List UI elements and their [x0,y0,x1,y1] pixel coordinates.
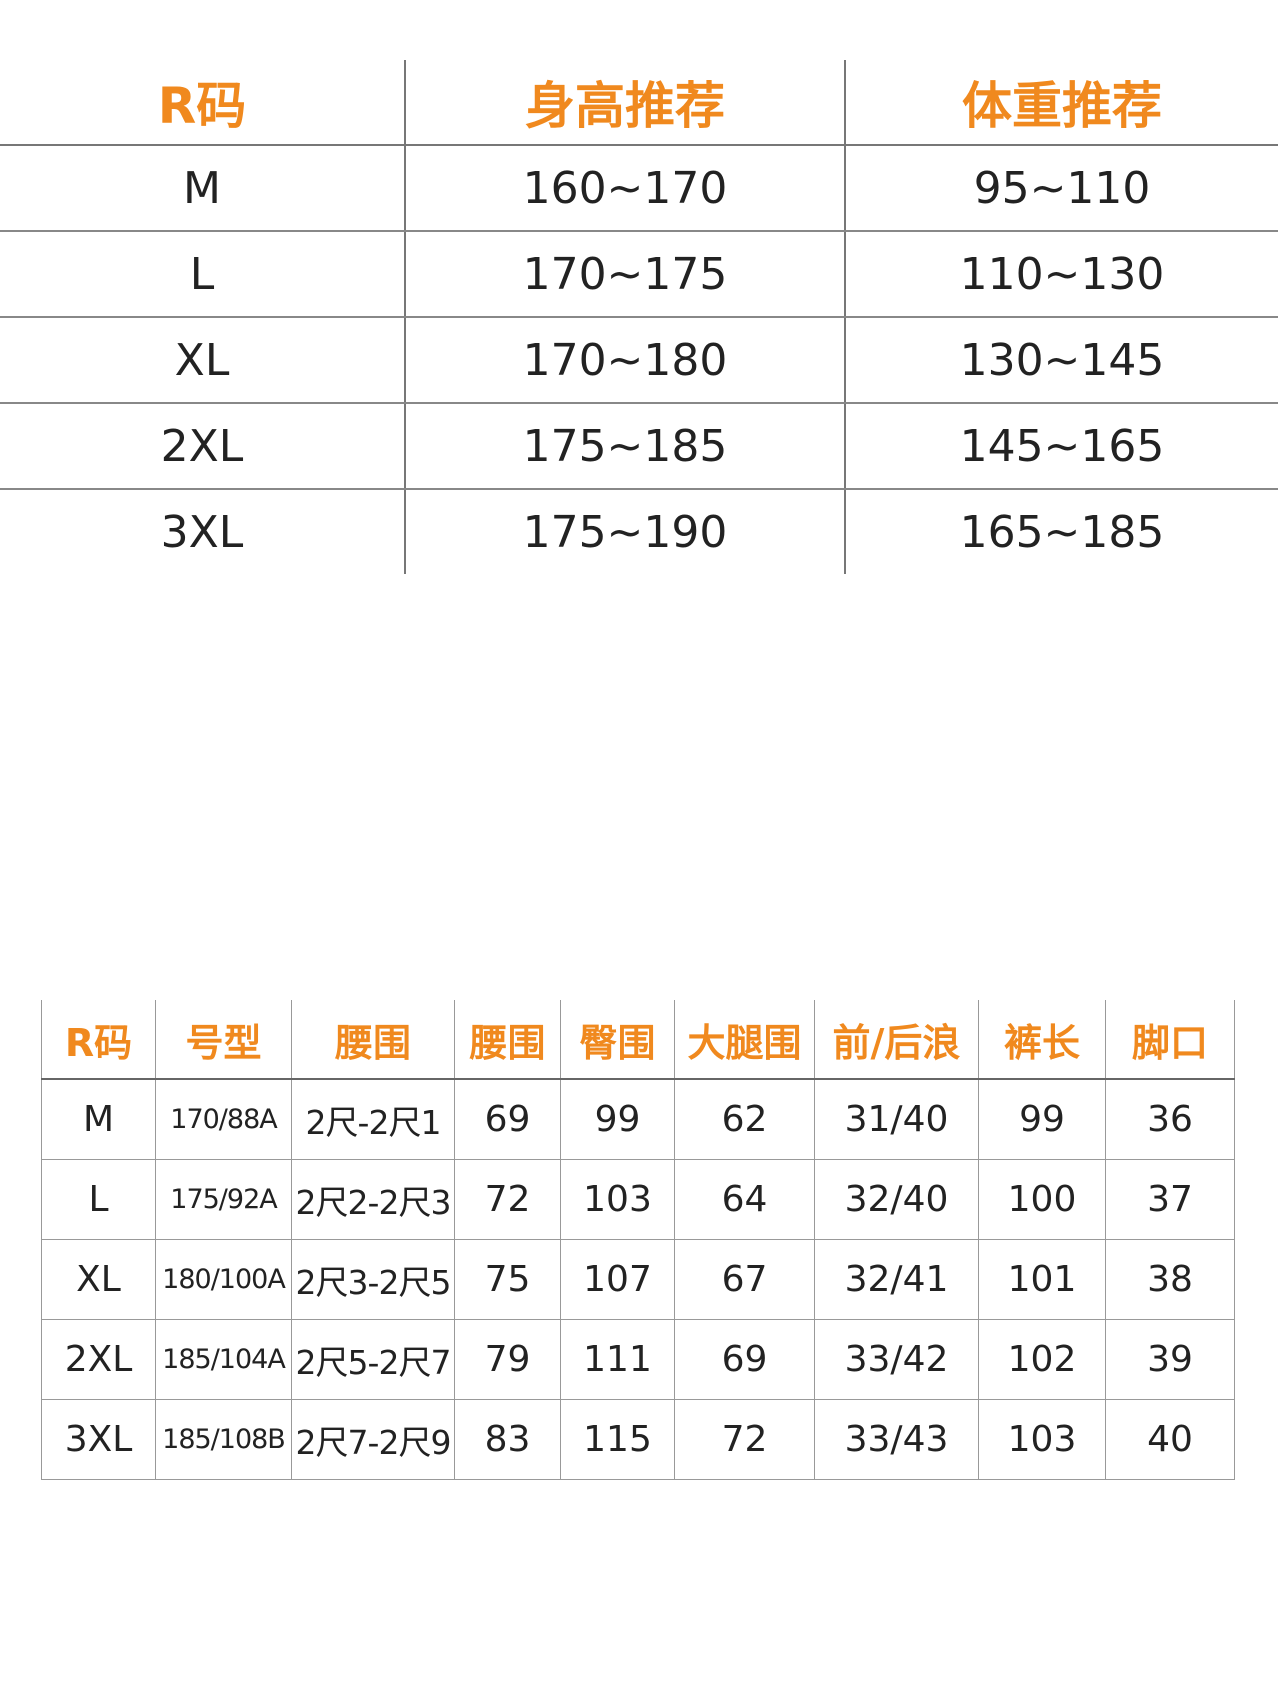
table-row: 2XL 175~185 145~165 [0,403,1278,490]
table-cell: 75 [454,1239,561,1320]
table-cell: 2尺5-2尺7 [291,1319,455,1400]
table-cell: 107 [560,1239,675,1320]
table-cell: 36 [1105,1079,1235,1160]
table-cell: 145~165 [844,403,1278,490]
header-cell: 前/后浪 [814,1000,979,1080]
table-cell: 175~185 [404,403,845,490]
table-cell: 69 [674,1319,815,1400]
table-cell: 180/100A [155,1239,292,1320]
table-cell: 32/40 [814,1159,979,1240]
table-row: 3XL 175~190 165~185 [0,489,1278,574]
table-cell: 39 [1105,1319,1235,1400]
table-cell: 99 [978,1079,1106,1160]
header-cell: 体重推荐 [844,60,1278,146]
header-cell: R码 [41,1000,156,1080]
header-cell: 裤长 [978,1000,1106,1080]
table-cell: 170/88A [155,1079,292,1160]
table-row: XL 170~180 130~145 [0,317,1278,404]
table-cell: 3XL [160,506,244,558]
table-row: 2XL 185/104A 2尺5-2尺7 79 111 69 33/42 102 39 [41,1319,1235,1400]
header-cell: 身高推荐 [404,60,845,146]
size-recommendation-table: R码 身高推荐 体重推荐 M 160~170 95~110 L 170~175 110~1… [0,60,1278,574]
table-cell: 79 [454,1319,561,1400]
table-cell: 115 [560,1399,675,1480]
header-cell: 大腿围 [674,1000,815,1080]
table-row: XL 180/100A 2尺3-2尺5 75 107 67 32/41 101 38 [41,1239,1235,1320]
table-cell: 2XL [0,403,405,490]
header-cell: 臀围 [560,1000,675,1080]
table-cell: 3XL [41,1399,156,1480]
table-cell: 99 [560,1079,675,1160]
table-cell: 64 [674,1159,815,1240]
header-cell: 号型 [155,1000,292,1080]
table-cell: 40 [1105,1399,1235,1480]
table-cell: 62 [674,1079,815,1160]
table-cell: 33/43 [814,1399,979,1480]
table-cell: 83 [454,1399,561,1480]
table-cell: 170~180 [404,317,845,404]
table-cell: 38 [1105,1239,1235,1320]
table-cell: 103 [978,1399,1106,1480]
table-cell: 110~130 [844,231,1278,318]
table-row: 3XL 185/108B 2尺7-2尺9 83 115 72 33/43 103 40 [41,1399,1235,1480]
table-cell: 185/104A [155,1319,292,1400]
table-cell: 72 [454,1159,561,1240]
table-cell: M [0,145,405,232]
table-header-row: R码 号型 腰围 腰围 臀围 大腿围 前/后浪 裤长 脚口 [41,1000,1235,1080]
table-cell: 102 [978,1319,1106,1400]
table-cell: 165~185 [844,489,1278,574]
table-cell: L [0,231,405,318]
table-cell: 101 [978,1239,1106,1320]
table-cell: 111 [560,1319,675,1400]
table-row: M 170/88A 2尺-2尺1 69 99 62 31/40 99 36 [41,1079,1235,1160]
header-cell: 腰围 [454,1000,561,1080]
table-cell: XL [41,1239,156,1320]
table-cell: 37 [1105,1159,1235,1240]
table-row: M 160~170 95~110 [0,145,1278,232]
table-cell: 32/41 [814,1239,979,1320]
header-cell: R码 [0,60,405,146]
header-cell: 腰围 [291,1000,455,1080]
table-cell: L [41,1159,156,1240]
table-cell: 100 [978,1159,1106,1240]
table-cell: 160~170 [404,145,845,232]
table-cell: 69 [454,1079,561,1160]
table-cell: 95~110 [844,145,1278,232]
table-cell: 170~175 [404,231,845,318]
table-cell: 130~145 [844,317,1278,404]
header-cell: 脚口 [1105,1000,1235,1080]
table-cell: 185/108B [155,1399,292,1480]
table-cell: 2尺-2尺1 [291,1079,455,1160]
table-row: L 170~175 110~130 [0,231,1278,318]
table-cell: XL [0,317,405,404]
table-cell: 103 [560,1159,675,1240]
size-measurement-table: R码 号型 腰围 腰围 臀围 大腿围 前/后浪 裤长 脚口 M 170/88A 2尺-2尺1 69 99… [41,1000,1235,1480]
table-cell: 72 [674,1399,815,1480]
table-cell: 67 [674,1239,815,1320]
table-cell: 175~190 [404,489,845,574]
table-cell: 2尺2-2尺3 [291,1159,455,1240]
table-cell: 175/92A [155,1159,292,1240]
table-cell: 33/42 [814,1319,979,1400]
table-cell: 2XL [41,1319,156,1400]
table-cell: 2尺7-2尺9 [291,1399,455,1480]
table-cell: 31/40 [814,1079,979,1160]
table-row: L 175/92A 2尺2-2尺3 72 103 64 32/40 100 37 [41,1159,1235,1240]
table-cell: M [41,1079,156,1160]
table-header-row: R码 身高推荐 体重推荐 [0,60,1278,146]
table-cell: 2尺3-2尺5 [291,1239,455,1320]
